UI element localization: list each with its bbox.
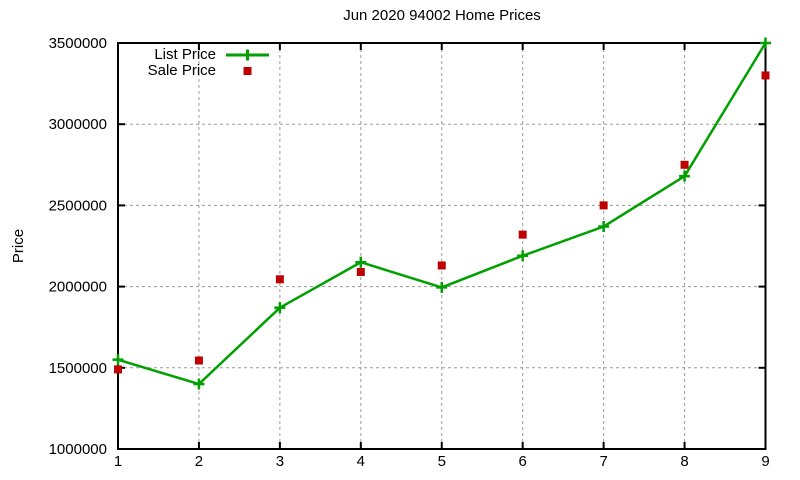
y-tick-label: 3500000 <box>49 35 107 52</box>
y-tick-label: 2000000 <box>49 279 107 296</box>
x-tick-label: 4 <box>357 453 365 470</box>
sale-price-point <box>356 267 365 276</box>
legend-entry-sale-price: Sale Price <box>100 63 271 79</box>
x-tick-label: 6 <box>519 453 527 470</box>
y-tick-label: 1000000 <box>49 441 107 458</box>
x-tick-label: 8 <box>680 453 688 470</box>
x-tick-label: 2 <box>195 453 203 470</box>
y-tick-label: 1500000 <box>49 360 107 377</box>
x-tick-label: 5 <box>438 453 446 470</box>
legend: List Price Sale Price <box>100 47 271 79</box>
sale-price-point <box>194 356 203 365</box>
x-tick-label: 9 <box>761 453 769 470</box>
x-tick-label: 1 <box>114 453 122 470</box>
sale-price-point <box>599 201 608 210</box>
sale-price-point <box>518 230 527 239</box>
x-tick-label: 7 <box>599 453 607 470</box>
sale-price-point <box>761 71 770 80</box>
sale-price-point <box>275 275 284 284</box>
legend-square-sample <box>243 67 252 75</box>
y-tick-label: 2500000 <box>49 197 107 214</box>
legend-label-sale-price: Sale Price <box>147 62 216 79</box>
sale-price-point <box>680 160 689 169</box>
chart-title: Jun 2020 94002 Home Prices <box>343 7 541 24</box>
sale-price-point <box>437 261 446 270</box>
x-tick-label: 3 <box>276 453 284 470</box>
y-tick-label: 3000000 <box>49 116 107 133</box>
sale-price-point <box>114 365 122 374</box>
legend-label-list-price: List Price <box>154 46 216 63</box>
legend-entry-list-price: List Price <box>100 47 271 63</box>
sale-price-square-marker-icon <box>243 67 252 75</box>
list-price-line-marker-icon <box>226 49 269 61</box>
